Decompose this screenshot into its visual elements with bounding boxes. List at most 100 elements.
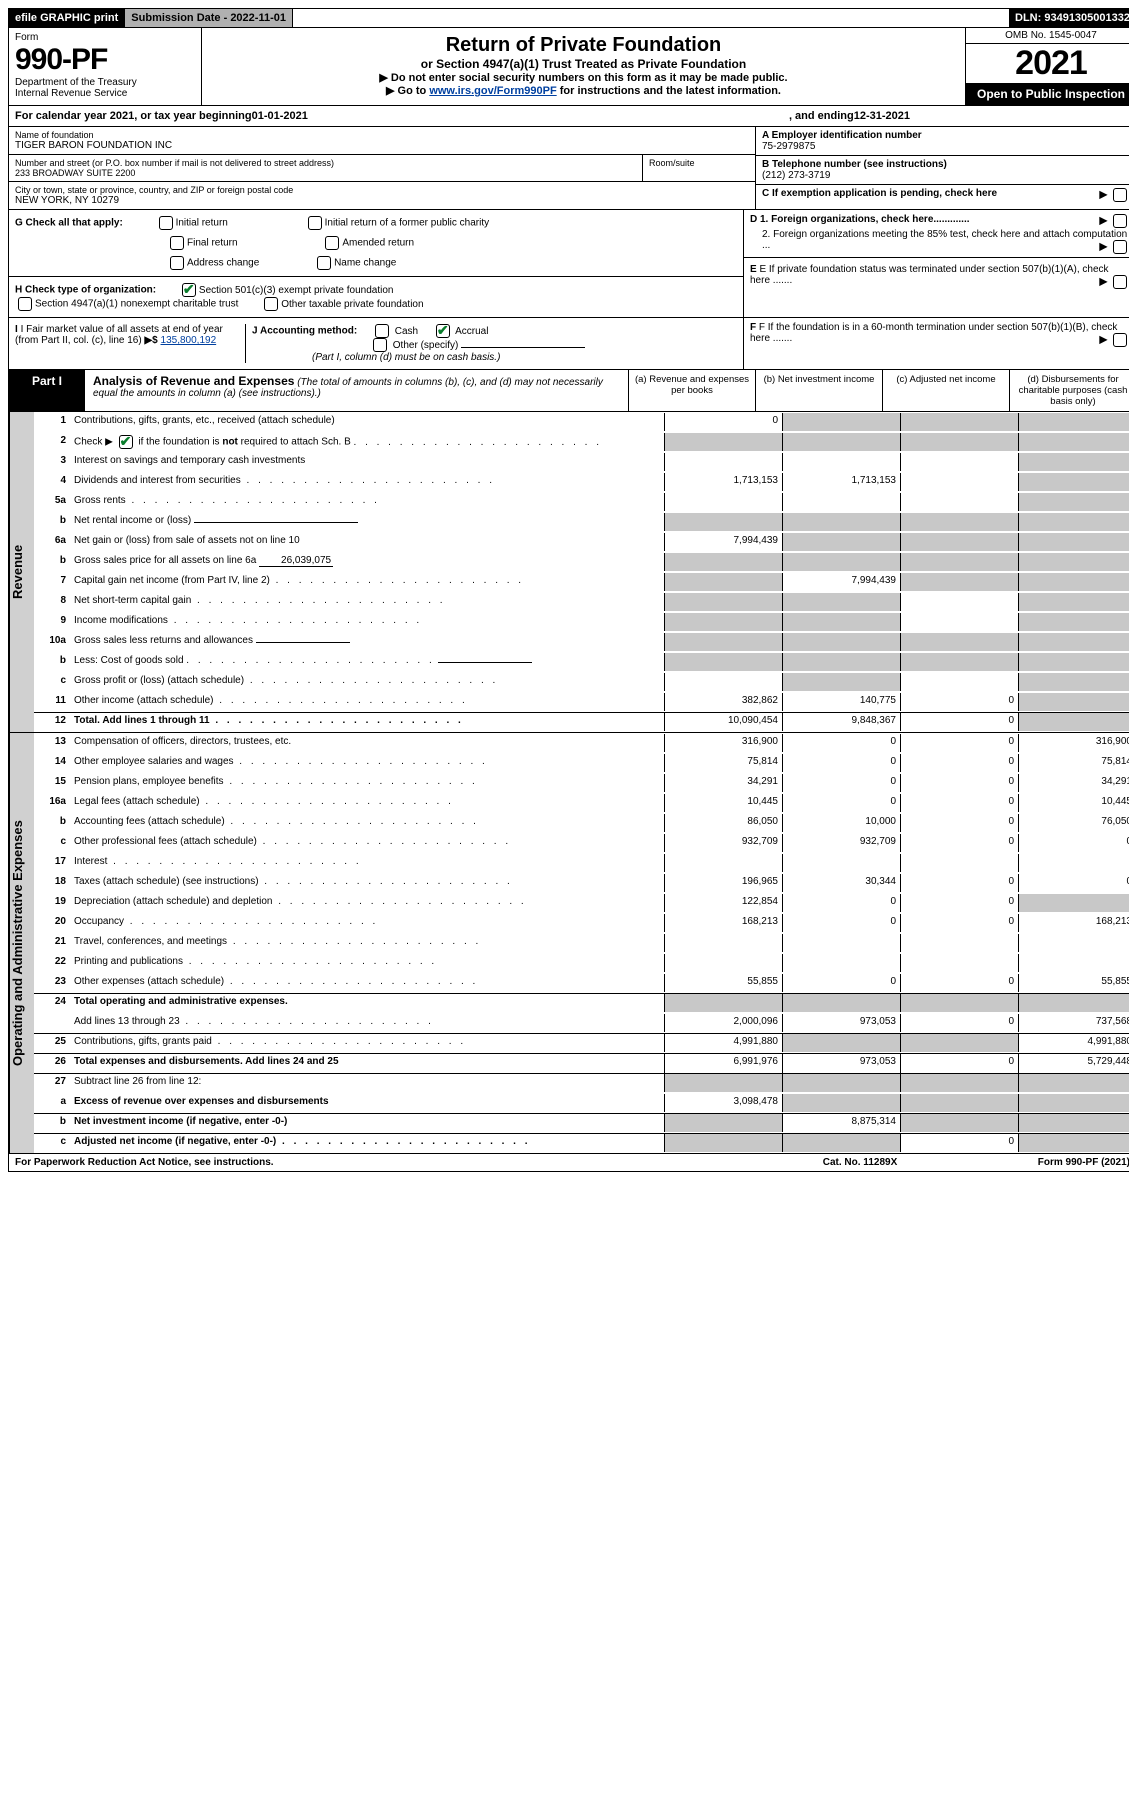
line-16a: Legal fees (attach schedule) (70, 794, 664, 813)
address-change-checkbox[interactable] (170, 256, 184, 270)
line-27b: Net investment income (if negative, ente… (70, 1114, 664, 1133)
line-4: Dividends and interest from securities (70, 473, 664, 492)
year-end: 12-31-2021 (854, 110, 910, 122)
other-taxable-checkbox[interactable] (264, 297, 278, 311)
line-11: Other income (attach schedule) (70, 693, 664, 712)
name-label: Name of foundation (15, 130, 749, 140)
j-label: J Accounting method: (252, 326, 357, 337)
other-method-checkbox[interactable] (373, 338, 387, 352)
line-23: Other expenses (attach schedule) (70, 974, 664, 993)
revenue-side-label: Revenue (9, 412, 34, 732)
h-label: H Check type of organization: (15, 285, 156, 296)
calendar-year-row: For calendar year 2021, or tax year begi… (8, 106, 1129, 127)
i-j-f-row: I I Fair market value of all assets at e… (8, 318, 1129, 370)
open-to-public: Open to Public Inspection (966, 83, 1129, 105)
topbar: efile GRAPHIC print Submission Date - 20… (8, 8, 1129, 28)
4947a1-checkbox[interactable] (18, 297, 32, 311)
efile-label: efile GRAPHIC print (9, 9, 125, 27)
ssn-warning: ▶ Do not enter social security numbers o… (208, 71, 959, 84)
form-label: Form (15, 32, 195, 43)
street-address: 233 BROADWAY SUITE 2200 (15, 168, 636, 178)
amended-return-checkbox[interactable] (325, 236, 339, 250)
cat-no: Cat. No. 11289X (770, 1157, 950, 1168)
f-label: F If the foundation is in a 60-month ter… (750, 322, 1117, 344)
part1-label: Part I (9, 370, 85, 411)
form990pf-link[interactable]: www.irs.gov/Form990PF (429, 85, 556, 97)
line-22: Printing and publications (70, 954, 664, 973)
irs: Internal Revenue Service (15, 88, 195, 99)
omb-no: OMB No. 1545-0047 (966, 28, 1129, 44)
v1a: 0 (664, 413, 782, 431)
sch-b-checkbox[interactable] (119, 435, 133, 449)
line-10a: Gross sales less returns and allowances (70, 633, 664, 652)
submission-date: Submission Date - 2022-11-01 (125, 9, 293, 27)
fmv-value[interactable]: 135,800,192 (161, 335, 217, 346)
city-label: City or town, state or province, country… (15, 185, 749, 195)
phone: (212) 273-3719 (762, 170, 1129, 181)
c-label: C If exemption application is pending, c… (762, 188, 997, 199)
line-5a: Gross rents (70, 493, 664, 512)
accrual-checkbox[interactable] (436, 324, 450, 338)
final-return-checkbox[interactable] (170, 236, 184, 250)
line-10b: Less: Cost of goods sold (70, 653, 664, 672)
foundation-name: TIGER BARON FOUNDATION INC (15, 140, 749, 151)
line-13: Compensation of officers, directors, tru… (70, 734, 664, 753)
line-27c: Adjusted net income (if negative, enter … (70, 1134, 664, 1153)
line-15: Pension plans, employee benefits (70, 774, 664, 793)
line-26: Total expenses and disbursements. Add li… (70, 1054, 664, 1073)
initial-return-checkbox[interactable] (159, 216, 173, 230)
d2-checkbox[interactable] (1113, 240, 1127, 254)
line-12: Total. Add lines 1 through 11 (70, 713, 664, 732)
entity-info: Name of foundation TIGER BARON FOUNDATIO… (8, 127, 1129, 210)
addr-label: Number and street (or P.O. box number if… (15, 158, 636, 168)
dln: DLN: 93491305001332 (1009, 9, 1129, 27)
g-h-section: G Check all that apply: Initial return I… (8, 210, 1129, 318)
d2-label: 2. Foreign organizations meeting the 85%… (762, 229, 1127, 251)
name-change-checkbox[interactable] (317, 256, 331, 270)
line-27a: Excess of revenue over expenses and disb… (70, 1094, 664, 1113)
line-2: Check ▶ if the foundation is not require… (70, 433, 664, 452)
line-8: Net short-term capital gain (70, 593, 664, 612)
line-5b: Net rental income or (loss) (70, 513, 664, 532)
d1-label: D 1. Foreign organizations, check here..… (750, 214, 970, 225)
revenue-section: Revenue 1Contributions, gifts, grants, e… (8, 412, 1129, 733)
line-1: Contributions, gifts, grants, etc., rece… (70, 413, 664, 432)
form-subtitle: or Section 4947(a)(1) Trust Treated as P… (208, 57, 959, 71)
col-c-head: (c) Adjusted net income (882, 370, 1009, 411)
col-d-head: (d) Disbursements for charitable purpose… (1009, 370, 1129, 411)
line-20: Occupancy (70, 914, 664, 933)
line-27: Subtract line 26 from line 12: (70, 1074, 664, 1093)
goto-line: ▶ Go to www.irs.gov/Form990PF for instru… (208, 84, 959, 97)
dept-treasury: Department of the Treasury (15, 77, 195, 88)
col-b-head: (b) Net investment income (755, 370, 882, 411)
year-begin: 01-01-2021 (252, 110, 308, 122)
paperwork-notice: For Paperwork Reduction Act Notice, see … (15, 1157, 770, 1168)
line-9: Income modifications (70, 613, 664, 632)
line-17: Interest (70, 854, 664, 873)
line-10c: Gross profit or (loss) (attach schedule) (70, 673, 664, 692)
e-checkbox[interactable] (1113, 275, 1127, 289)
ein: 75-2979875 (762, 141, 1129, 152)
cash-checkbox[interactable] (375, 324, 389, 338)
ein-label: A Employer identification number (762, 130, 1129, 141)
line-6b: Gross sales price for all assets on line… (70, 553, 664, 572)
col-a-head: (a) Revenue and expenses per books (628, 370, 755, 411)
line-7: Capital gain net income (from Part IV, l… (70, 573, 664, 592)
line-6a: Net gain or (loss) from sale of assets n… (70, 533, 664, 552)
c-checkbox[interactable] (1113, 188, 1127, 202)
d1-checkbox[interactable] (1113, 214, 1127, 228)
line-3: Interest on savings and temporary cash i… (70, 453, 664, 472)
form-header: Form 990-PF Department of the Treasury I… (8, 28, 1129, 106)
501c3-checkbox[interactable] (182, 283, 196, 297)
line-24b: Add lines 13 through 23 (70, 1014, 664, 1033)
initial-former-checkbox[interactable] (308, 216, 322, 230)
form-ref: Form 990-PF (2021) (950, 1157, 1129, 1168)
line-16c: Other professional fees (attach schedule… (70, 834, 664, 853)
gross-sales-6a: 26,039,075 (259, 555, 333, 567)
line-24a: Total operating and administrative expen… (70, 994, 664, 1013)
line-18: Taxes (attach schedule) (see instruction… (70, 874, 664, 893)
g-label: G Check all that apply: (15, 218, 123, 229)
f-checkbox[interactable] (1113, 333, 1127, 347)
form-number: 990-PF (15, 43, 195, 77)
e-label: E If private foundation status was termi… (750, 264, 1109, 286)
